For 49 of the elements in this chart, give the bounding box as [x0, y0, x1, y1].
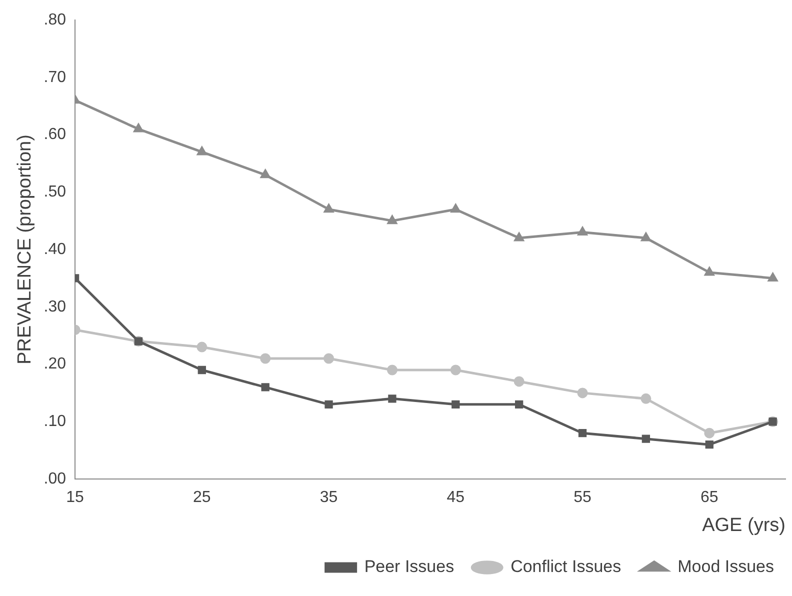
point — [260, 170, 270, 178]
x-tick-label: 45 — [446, 489, 465, 506]
y-tick-label: .60 — [44, 126, 66, 144]
y-tick-label: .10 — [44, 413, 66, 430]
x-axis-title: AGE (yrs) — [702, 514, 786, 536]
point — [768, 272, 778, 282]
point — [450, 364, 461, 376]
point — [324, 353, 334, 364]
point — [261, 383, 270, 392]
x-tick-label: 65 — [700, 489, 718, 506]
legend-label: Conflict Issues — [510, 557, 622, 576]
point — [198, 366, 206, 374]
point — [578, 227, 588, 236]
point — [196, 342, 208, 352]
y-tick-label: .30 — [44, 298, 66, 316]
x-tick-label: 55 — [574, 489, 592, 506]
point — [704, 267, 714, 276]
y-tick-label: .40 — [44, 240, 66, 258]
x-tick-label: 35 — [320, 489, 338, 506]
point — [640, 393, 652, 404]
point — [705, 440, 714, 449]
point — [260, 353, 271, 364]
point — [641, 232, 651, 242]
y-axis-title: PREVALENCE (proportion) — [14, 134, 36, 364]
point — [514, 376, 524, 387]
point — [450, 204, 460, 213]
legend-label: Peer Issues — [364, 557, 454, 576]
point — [134, 124, 144, 132]
x-tick-label: 25 — [193, 489, 211, 506]
point — [642, 434, 650, 443]
point — [324, 204, 334, 213]
point — [452, 400, 460, 408]
y-tick-label: .80 — [44, 11, 66, 28]
point — [197, 146, 207, 156]
point — [515, 400, 524, 408]
y-tick-label: .20 — [44, 356, 66, 373]
y-tick-label: .50 — [44, 184, 66, 201]
point — [577, 388, 588, 398]
legend-label: Mood Issues — [678, 557, 774, 576]
x-tick-label: 15 — [66, 489, 84, 506]
point — [388, 394, 396, 403]
point — [704, 428, 715, 438]
point — [386, 364, 398, 376]
y-tick-label: .00 — [44, 470, 66, 488]
point — [324, 400, 333, 408]
y-tick-label: .70 — [44, 68, 66, 86]
point — [514, 232, 524, 242]
point — [578, 429, 587, 438]
point — [387, 216, 397, 224]
